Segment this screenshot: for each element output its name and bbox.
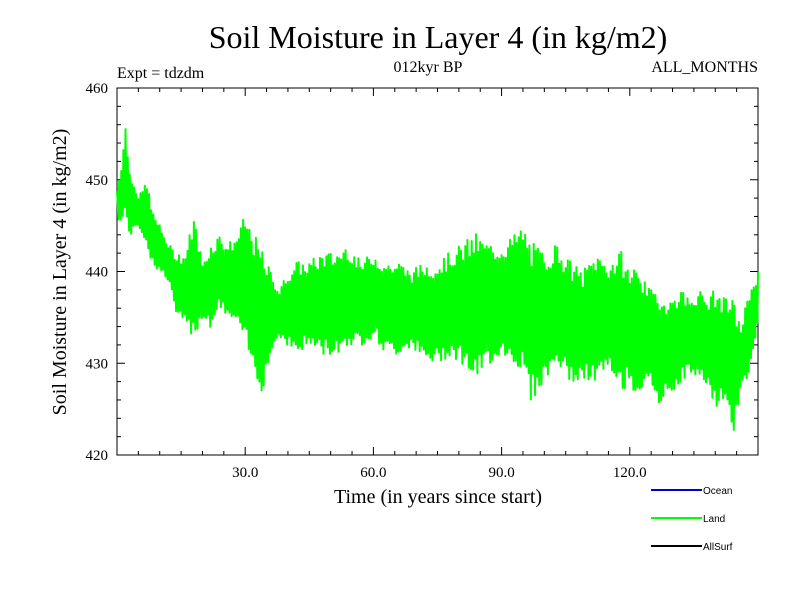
x-tick-label: 60.0 xyxy=(360,465,386,481)
legend-label-land: Land xyxy=(703,514,725,525)
y-tick-label: 420 xyxy=(86,448,109,464)
x-tick-label: 90.0 xyxy=(488,465,514,481)
x-axis-label: Time (in years since start) xyxy=(334,486,542,508)
legend: Ocean Land AllSurf xyxy=(651,486,733,553)
y-tick-label: 460 xyxy=(86,81,109,97)
experiment-label: Expt = tdzdm xyxy=(117,65,205,82)
series-layer xyxy=(116,128,759,431)
months-label: ALL_MONTHS xyxy=(651,59,758,76)
x-tick-label: 30.0 xyxy=(232,465,258,481)
y-tick-label: 440 xyxy=(86,265,109,281)
axis-tick-labels: 30.0 60.0 90.0 120.0 420 430 440 450 460 xyxy=(86,81,647,481)
series-line-land xyxy=(116,128,759,431)
y-axis-label: Soil Moisture in Layer 4 (in kg/m2) xyxy=(49,129,71,416)
legend-label-ocean: Ocean xyxy=(703,486,732,497)
y-tick-label: 450 xyxy=(86,173,109,189)
chart-title: Soil Moisture in Layer 4 (in kg/m2) xyxy=(209,19,668,55)
period-label: 012kyr BP xyxy=(394,59,463,76)
legend-label-allsurf: AllSurf xyxy=(703,542,733,553)
x-tick-label: 120.0 xyxy=(613,465,647,481)
y-tick-label: 430 xyxy=(86,356,109,372)
axis-ticks xyxy=(117,87,758,456)
